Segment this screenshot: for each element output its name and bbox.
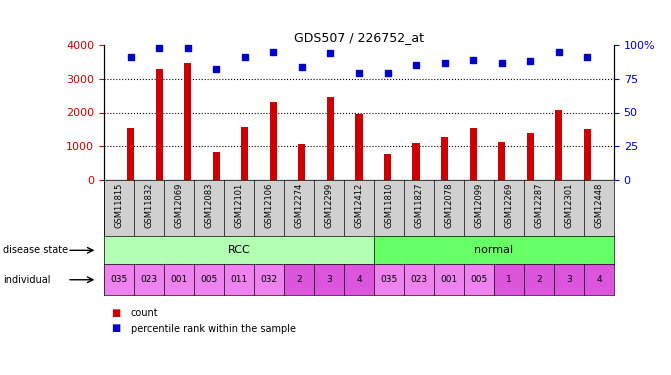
Bar	[270, 102, 277, 180]
Text: GSM12287: GSM12287	[535, 183, 544, 228]
Text: 3: 3	[326, 275, 332, 284]
Text: 4: 4	[356, 275, 362, 284]
Text: GSM12099: GSM12099	[474, 183, 484, 228]
Text: 005: 005	[470, 275, 488, 284]
Text: GSM11832: GSM11832	[144, 183, 154, 228]
Text: 035: 035	[110, 275, 127, 284]
Text: 2: 2	[296, 275, 302, 284]
Text: 005: 005	[201, 275, 217, 284]
Text: 023: 023	[140, 275, 158, 284]
Text: 035: 035	[380, 275, 398, 284]
Text: ■: ■	[111, 324, 120, 333]
Bar	[242, 128, 248, 180]
Text: ■: ■	[111, 308, 120, 318]
Bar	[356, 114, 362, 180]
Text: GSM12269: GSM12269	[505, 183, 513, 228]
Bar	[555, 110, 562, 180]
Text: GSM11827: GSM11827	[415, 183, 423, 228]
Text: GSM12106: GSM12106	[264, 183, 274, 228]
Text: 001: 001	[170, 275, 188, 284]
Text: GSM11815: GSM11815	[115, 183, 123, 228]
Text: RCC: RCC	[227, 245, 250, 255]
Text: GSM12299: GSM12299	[325, 183, 333, 228]
Bar	[327, 98, 334, 180]
Text: count: count	[131, 308, 158, 318]
Text: GSM12078: GSM12078	[444, 183, 454, 228]
Text: 3: 3	[566, 275, 572, 284]
Text: normal: normal	[474, 245, 513, 255]
Bar	[156, 69, 163, 180]
Text: 023: 023	[411, 275, 427, 284]
Text: GSM12412: GSM12412	[354, 183, 364, 228]
Bar	[413, 143, 419, 180]
Text: 2: 2	[536, 275, 541, 284]
Text: 032: 032	[260, 275, 278, 284]
Bar	[584, 129, 590, 180]
Bar	[527, 133, 533, 180]
Text: 4: 4	[596, 275, 602, 284]
Bar	[299, 144, 305, 180]
Text: GSM12083: GSM12083	[205, 183, 213, 228]
Text: individual: individual	[3, 275, 51, 285]
Bar	[384, 154, 391, 180]
Bar	[213, 152, 220, 180]
Bar	[127, 128, 134, 180]
Text: 011: 011	[230, 275, 248, 284]
Text: GSM11810: GSM11810	[384, 183, 393, 228]
Bar	[498, 142, 505, 180]
Bar	[185, 63, 191, 180]
Text: GSM12274: GSM12274	[295, 183, 303, 228]
Bar	[470, 128, 476, 180]
Text: GSM12069: GSM12069	[174, 183, 183, 228]
Text: GSM12448: GSM12448	[595, 183, 603, 228]
Bar	[441, 138, 448, 180]
Text: percentile rank within the sample: percentile rank within the sample	[131, 324, 296, 333]
Text: 001: 001	[440, 275, 458, 284]
Text: 1: 1	[506, 275, 512, 284]
Text: GSM12101: GSM12101	[234, 183, 244, 228]
Text: disease state: disease state	[3, 245, 68, 255]
Text: GSM12301: GSM12301	[564, 183, 574, 228]
Title: GDS507 / 226752_at: GDS507 / 226752_at	[294, 31, 424, 44]
